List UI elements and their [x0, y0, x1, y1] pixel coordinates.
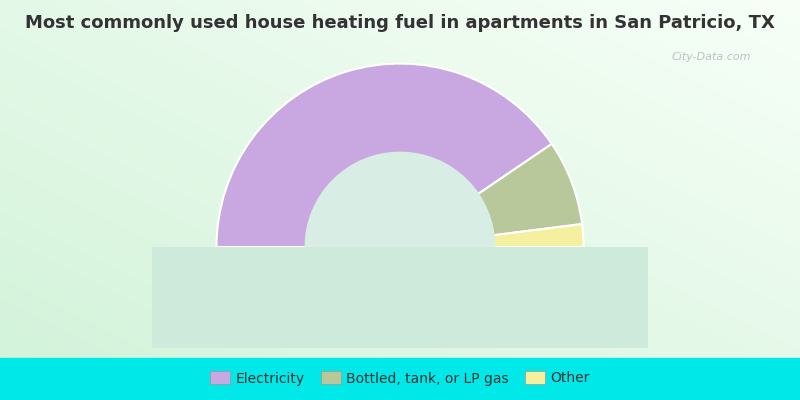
Legend: Electricity, Bottled, tank, or LP gas, Other: Electricity, Bottled, tank, or LP gas, O… [205, 366, 595, 391]
Text: Most commonly used house heating fuel in apartments in San Patricio, TX: Most commonly used house heating fuel in… [25, 14, 775, 32]
Text: City-Data.com: City-Data.com [672, 52, 751, 62]
Wedge shape [305, 152, 495, 247]
Wedge shape [400, 224, 583, 247]
Wedge shape [217, 64, 552, 247]
Polygon shape [152, 247, 648, 348]
Wedge shape [400, 144, 582, 247]
